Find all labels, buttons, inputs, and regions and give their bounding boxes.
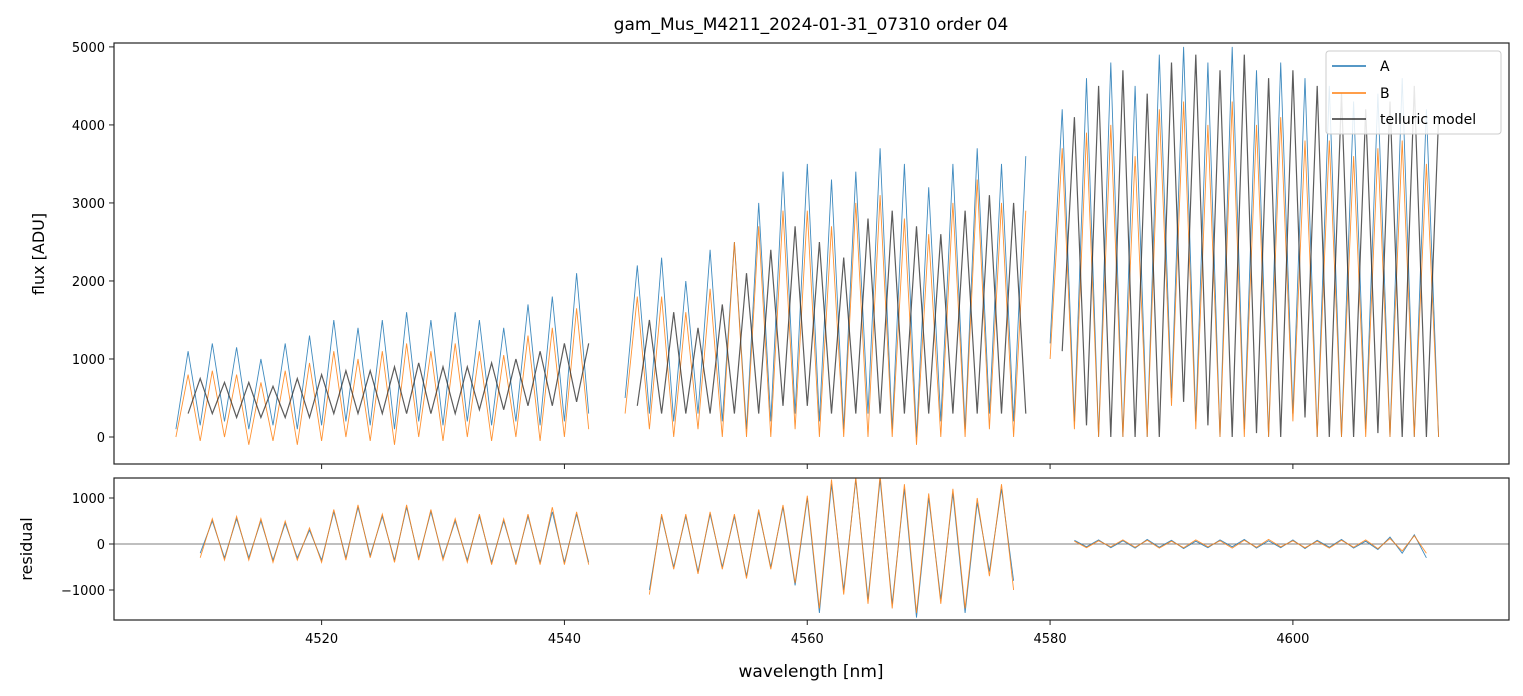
chart-title: gam_Mus_M4211_2024-01-31_07310 order 04: [614, 15, 1009, 35]
top-series-a-segment-0: [175, 273, 590, 430]
top-y-tick-label: 1000: [72, 353, 105, 368]
bottom-y-axis-label: residual: [17, 517, 36, 580]
top-series-telluric-model-segment-0: [187, 343, 590, 420]
top-y-tick-label: 5000: [72, 41, 105, 56]
bottom-x-tick-label: 4540: [548, 632, 581, 647]
bottom-y-tick-label: 1000: [72, 492, 105, 507]
top-series-b-segment-0: [175, 308, 590, 445]
legend-label-a: A: [1380, 59, 1390, 75]
bottom-series-b-segment-1: [648, 478, 1015, 614]
bottom-series-b-segment-2: [1074, 534, 1427, 554]
bottom-series-a-segment-2: [1074, 533, 1427, 559]
bottom-x-tick-label: 4560: [791, 632, 824, 647]
bottom-series-a-segment-0: [199, 507, 590, 565]
top-plot-area: [175, 46, 1440, 445]
top-series-telluric-model-segment-1: [636, 195, 1027, 414]
x-axis-label: wavelength [nm]: [738, 662, 883, 682]
top-y-tick-label: 0: [97, 431, 105, 446]
top-y-tick-label: 4000: [72, 119, 105, 134]
top-y-tick-label: 2000: [72, 275, 105, 290]
legend-box: [1325, 50, 1502, 135]
top-series-a-segment-1: [624, 148, 1027, 438]
bottom-y-tick-label: 0: [97, 538, 105, 553]
top-y-tick-label: 3000: [72, 197, 105, 212]
top-y-axis-label: flux [ADU]: [29, 213, 48, 295]
top-series-b-segment-2: [1049, 101, 1440, 438]
bottom-y-tick-label: −1000: [61, 584, 105, 599]
bottom-plot-area: [114, 478, 1509, 618]
bottom-x-tick-label: 4600: [1276, 632, 1309, 647]
legend-label-b: B: [1380, 86, 1390, 102]
bottom-x-tick-label: 4520: [305, 632, 338, 647]
bottom-series-b-segment-0: [199, 504, 590, 565]
top-series-telluric-model-segment-2: [1061, 54, 1440, 438]
bottom-panel: −1000 0 1000 4520 4540 4560 4580 4600: [61, 477, 1510, 647]
legend: A B telluric model: [1325, 50, 1502, 135]
bottom-frame: [113, 477, 1510, 621]
bottom-x-tick-label: 4580: [1034, 632, 1067, 647]
legend-label-model: telluric model: [1380, 112, 1476, 128]
top-frame: [113, 42, 1510, 465]
top-panel: 0 1000 2000 3000 4000 5000: [72, 41, 1510, 469]
